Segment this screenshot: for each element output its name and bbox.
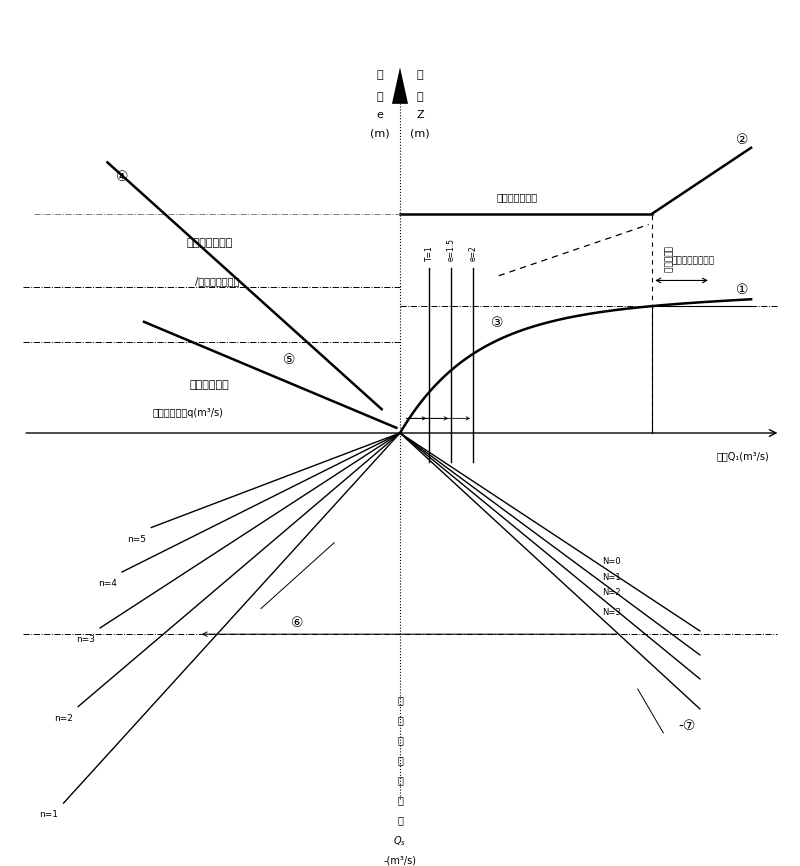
Text: N=1: N=1	[602, 572, 621, 582]
Text: 水: 水	[417, 69, 423, 80]
Text: -⑦: -⑦	[678, 719, 695, 733]
Text: 水: 水	[397, 775, 403, 785]
Text: 位: 位	[417, 92, 423, 101]
Text: n=1: n=1	[39, 811, 58, 819]
Polygon shape	[392, 68, 408, 104]
Text: T=1: T=1	[425, 245, 434, 262]
Text: 流: 流	[397, 796, 403, 805]
Text: ⑥: ⑥	[291, 617, 304, 630]
Text: 临: 临	[397, 695, 403, 705]
Text: N=2: N=2	[602, 588, 621, 598]
Text: 泄量Q₁(m³/s): 泄量Q₁(m³/s)	[717, 451, 770, 462]
Text: Z: Z	[416, 110, 424, 120]
Text: n=3: n=3	[76, 636, 94, 644]
Text: (m): (m)	[410, 128, 430, 138]
Text: 非设计流态区: 非设计流态区	[190, 380, 230, 391]
Text: 子: 子	[397, 755, 403, 766]
Text: (m): (m)	[370, 128, 390, 138]
Text: N=3: N=3	[602, 608, 621, 617]
Text: n=5: n=5	[127, 535, 146, 544]
Text: $Q_s$: $Q_s$	[394, 834, 406, 848]
Text: ④: ④	[116, 170, 128, 184]
Text: ③: ③	[491, 316, 504, 330]
Text: 流: 流	[397, 715, 403, 725]
Text: ②: ②	[737, 133, 749, 147]
Text: n=2: n=2	[54, 714, 73, 723]
Text: 度: 度	[377, 92, 383, 101]
Text: 满足设计流态区: 满足设计流态区	[186, 238, 233, 248]
Text: N=0: N=0	[602, 557, 621, 566]
Text: n=4: n=4	[98, 579, 117, 588]
Text: ⑤: ⑤	[283, 352, 295, 367]
Text: 下游水位线: 下游水位线	[662, 246, 671, 274]
Text: 量: 量	[397, 816, 403, 825]
Text: e=1.5: e=1.5	[446, 238, 456, 262]
Text: 超泄量基准量q(m³/s): 超泄量基准量q(m³/s)	[153, 409, 223, 418]
Text: e: e	[377, 110, 383, 120]
Text: -(m³/s): -(m³/s)	[383, 856, 417, 866]
Text: /流态演变分界线: /流态演变分界线	[195, 276, 239, 287]
Text: ①: ①	[737, 283, 749, 297]
Text: 水工建筑物过流量: 水工建筑物过流量	[671, 257, 714, 266]
Text: 大坡正常蓄水位: 大坡正常蓄水位	[497, 192, 538, 203]
Text: 因: 因	[397, 735, 403, 746]
Text: e=2: e=2	[469, 245, 478, 262]
Text: 开: 开	[377, 69, 383, 80]
